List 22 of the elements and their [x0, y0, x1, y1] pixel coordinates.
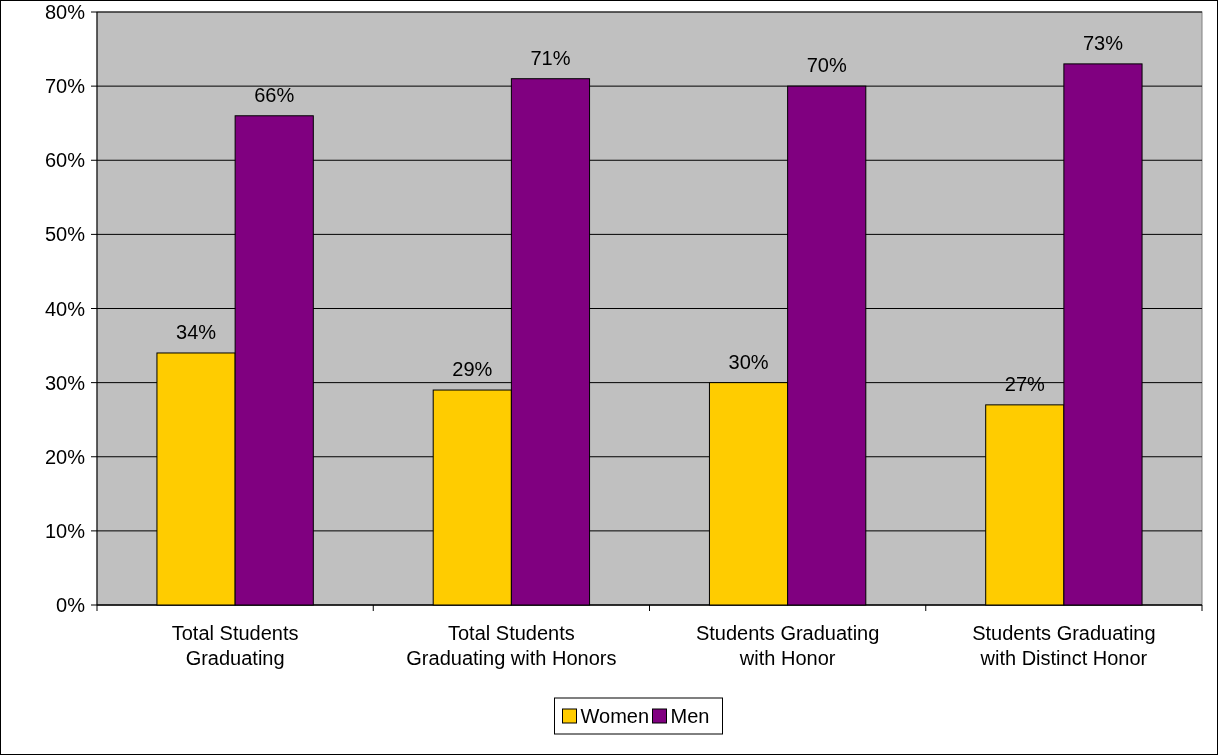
data-label: 66%	[254, 83, 295, 106]
data-label: 70%	[806, 54, 847, 77]
x-tick-label: Students Graduating with Honor	[695, 622, 880, 669]
y-tick-label: 40%	[44, 297, 86, 320]
x-tick-label: Students Graduating with Distinct Honor	[972, 622, 1156, 669]
y-tick-label: 30%	[44, 371, 86, 394]
legend-label: Women	[580, 705, 650, 727]
x-tick-label: Total Students Graduating with Honors	[406, 622, 617, 669]
data-label: 29%	[452, 358, 493, 381]
y-tick-label: 80%	[44, 1, 86, 23]
y-tick-label: 50%	[44, 223, 86, 246]
y-tick-label: 20%	[44, 445, 86, 468]
y-tick-label: 10%	[44, 519, 86, 542]
data-label: 71%	[530, 46, 571, 69]
y-tick-label: 60%	[44, 149, 86, 172]
data-label: 73%	[1082, 31, 1124, 54]
legend-label: Men	[670, 705, 710, 727]
x-tick-label: Total Students Graduating	[171, 622, 299, 669]
y-tick-label: 0%	[56, 594, 86, 616]
y-tick-label: 70%	[44, 75, 86, 98]
data-label: 30%	[728, 350, 769, 373]
data-label: 34%	[176, 320, 217, 343]
